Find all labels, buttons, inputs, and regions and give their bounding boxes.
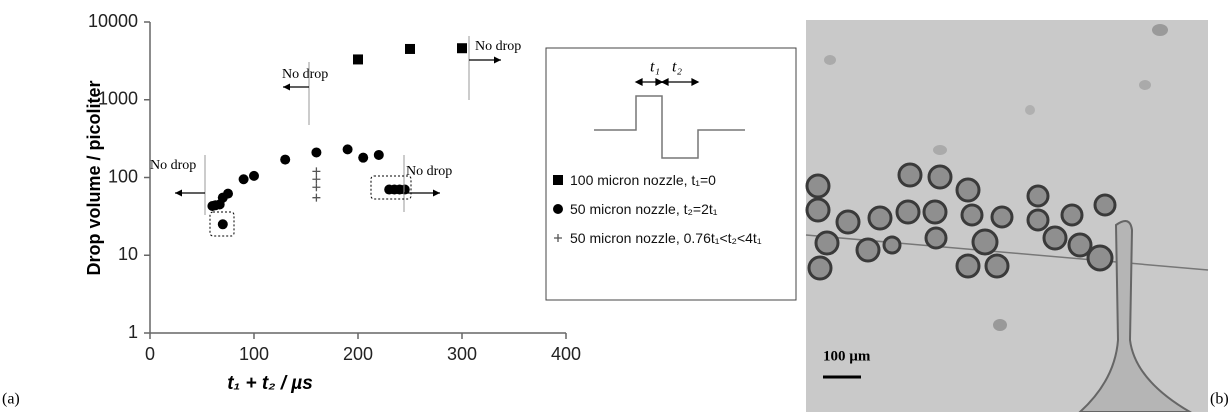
y-tick-label: 10000 (88, 11, 138, 31)
marker-square (457, 43, 467, 53)
x-tick-label: 200 (343, 344, 373, 364)
marker-circle (343, 144, 353, 154)
annotation: No drop (282, 67, 328, 82)
marker-square (553, 175, 563, 185)
legend-icon (552, 232, 564, 244)
marker-plus (312, 183, 320, 191)
legend-icon (552, 203, 564, 215)
marker-circle (374, 150, 384, 160)
page: {"chart_data": {"type": "scatter", "xlab… (0, 0, 1230, 412)
y-tick-label: 1 (128, 322, 138, 342)
marker-square (405, 44, 415, 54)
marker-square (353, 54, 363, 64)
x-tick-label: 100 (239, 344, 269, 364)
legend-icon (552, 174, 564, 186)
legend-entry: 50 micron nozzle, t₂=2t₁ (552, 201, 788, 218)
marker-plus (312, 167, 320, 175)
marker-circle (218, 219, 228, 229)
annotation: No drop (150, 158, 196, 173)
annotation: No drop (475, 39, 521, 54)
x-tick-label: 400 (551, 344, 581, 364)
legend-entry: 50 micron nozzle, 0.76t₁<t₂<4t₁ (552, 230, 788, 247)
marker-circle (223, 189, 233, 199)
x-axis-label: t₁ + t₂ / µs (227, 373, 313, 394)
marker-circle (553, 204, 563, 214)
marker-plus (312, 194, 320, 202)
panel-label: (a) (2, 391, 20, 408)
legend: 100 micron nozzle, t₁=0 50 micron nozzle,… (552, 172, 788, 259)
marker-circle (280, 155, 290, 165)
marker-circle (311, 147, 321, 157)
waveform-label: t₁ (650, 59, 660, 76)
annotation-arrowhead (494, 57, 501, 64)
waveform (594, 96, 745, 158)
marker-circle (239, 174, 249, 184)
annotation: No drop (406, 164, 452, 179)
y-axis-label: Drop volume / picoliter (84, 80, 104, 275)
y-tick-label: 10 (118, 244, 138, 264)
legend-entry: 100 micron nozzle, t₁=0 (552, 172, 788, 189)
annotation-arrowhead (283, 84, 290, 91)
y-tick-label: 100 (108, 166, 138, 186)
legend-label: 50 micron nozzle, 0.76t₁<t₂<4t₁ (570, 230, 762, 247)
legend-label: 100 micron nozzle, t₁=0 (570, 172, 716, 189)
annotation-arrowhead (175, 190, 182, 197)
y-tick-label: 1000 (98, 89, 138, 109)
x-tick-label: 300 (447, 344, 477, 364)
waveform-label: t₂ (672, 59, 682, 76)
waveform-arrows (636, 79, 698, 85)
annotation-arrowhead (433, 190, 440, 197)
marker-plus (312, 175, 320, 183)
panel-label: (b) (1210, 391, 1229, 408)
legend-label: 50 micron nozzle, t₂=2t₁ (570, 201, 718, 218)
marker-plus (554, 234, 562, 242)
x-tick-label: 0 (145, 344, 155, 364)
scale-bar-label: 100 µm (823, 348, 871, 364)
marker-circle (249, 171, 259, 181)
marker-circle (358, 153, 368, 163)
